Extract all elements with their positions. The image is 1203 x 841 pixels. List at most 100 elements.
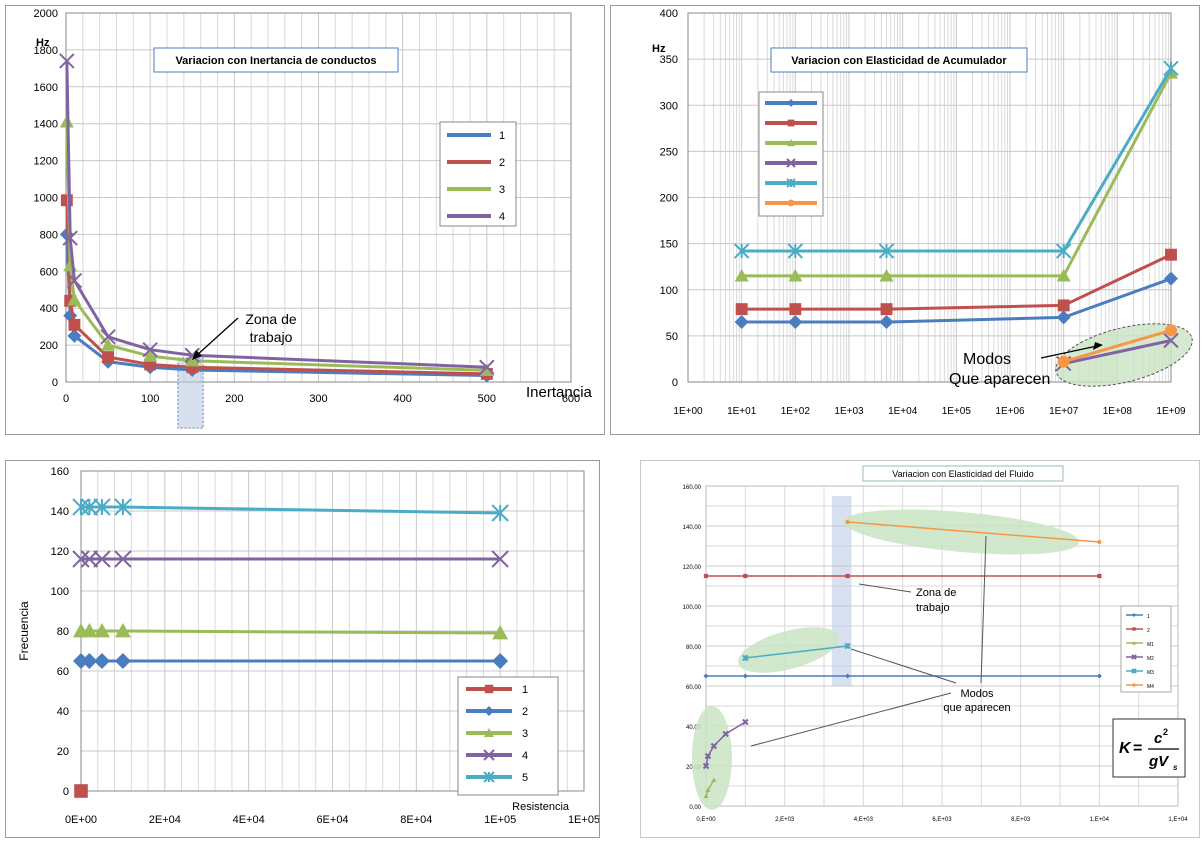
x-tick-label: 0E+00	[65, 814, 97, 826]
x-tick-label: 0,E+00	[696, 817, 716, 823]
data-point-4	[142, 342, 158, 358]
series-line	[1063, 339, 1172, 366]
annotation-text: Modos	[963, 351, 1011, 368]
data-point	[1165, 324, 1177, 337]
legend-marker	[787, 139, 795, 147]
x-tick-label: 1E+01	[727, 406, 757, 417]
modes-ellipse	[691, 706, 732, 810]
annotation-arrow	[195, 317, 239, 357]
y-tick-label: 1400	[34, 119, 58, 131]
data-point-5	[114, 498, 132, 516]
x-tick-label: 400	[393, 393, 411, 405]
modes-ellipse	[738, 627, 840, 673]
annotation-text: Modos	[960, 688, 994, 700]
data-point-4	[80, 550, 99, 568]
data-point-4	[59, 53, 75, 69]
data-point-M1	[705, 787, 711, 792]
modes-ellipse	[1055, 323, 1193, 387]
y-tick-label: 200	[40, 340, 58, 352]
chart-title: Variacion con Elasticidad del Fluido	[892, 469, 1033, 479]
y-axis-label: Hz	[652, 43, 666, 55]
data-point-1	[1096, 673, 1102, 679]
y-axis-label: Hz	[36, 37, 50, 49]
annotation-arrow	[980, 535, 987, 684]
y-tick-label: 1800	[34, 45, 58, 57]
formula-box	[1112, 718, 1186, 778]
data-point-2	[845, 573, 850, 579]
legend-label: 3	[522, 728, 528, 740]
data-point-2	[68, 318, 81, 331]
y-tick-label: 300	[660, 100, 678, 112]
annotation-arrow	[750, 692, 952, 747]
x-tick-label: 1E+07	[1049, 406, 1079, 417]
data-point-2	[81, 653, 98, 669]
data-point	[787, 243, 804, 259]
data-point-M4	[1097, 539, 1102, 545]
data-point-2	[144, 358, 157, 371]
legend-marker	[786, 178, 796, 188]
legend-marker	[1132, 683, 1136, 687]
data-point-1	[845, 673, 851, 679]
legend-label: 3	[499, 184, 505, 196]
data-point-2	[73, 653, 89, 669]
data-point	[1163, 332, 1179, 349]
series-line-5	[81, 505, 501, 515]
legend-box	[439, 121, 517, 227]
legend-label: 1	[499, 130, 505, 142]
y-tick-label: 600	[40, 266, 58, 278]
annotation-arrow	[1040, 345, 1098, 359]
legend-label: 4	[499, 211, 505, 223]
y-tick-label: 160	[51, 466, 69, 478]
data-point-2	[93, 653, 110, 669]
data-point-4	[184, 347, 200, 363]
data-point-2	[1097, 573, 1102, 579]
y-tick-label: 60	[57, 666, 69, 678]
x-tick-label: 100	[141, 393, 159, 405]
x-tick-label: 500	[478, 393, 496, 405]
legend-label: 5	[522, 772, 528, 784]
data-point-1	[74, 784, 88, 798]
x-axis-label: Resistencia	[512, 801, 570, 813]
data-point	[1163, 60, 1179, 77]
data-point	[1164, 271, 1178, 286]
x-tick-label: 6,E+03	[932, 817, 952, 823]
y-tick-label: 0	[672, 377, 678, 389]
y-tick-label: 100,00	[683, 605, 702, 611]
data-point-M3	[742, 654, 749, 662]
y-tick-label: 400	[40, 303, 58, 315]
formula-exponent: 2	[1163, 727, 1168, 737]
y-tick-label: 120,00	[683, 565, 702, 571]
x-tick-label: 1E+08	[1103, 406, 1133, 417]
y-tick-label: 160,00	[683, 485, 702, 491]
data-point-2	[743, 573, 748, 579]
data-point-4	[479, 359, 495, 375]
data-point-5	[72, 498, 90, 516]
y-tick-label: 400	[660, 8, 678, 20]
legend-marker	[484, 706, 494, 716]
plot-area	[687, 12, 1172, 383]
data-point	[734, 315, 749, 330]
data-point-M1	[711, 777, 717, 782]
legend-marker	[484, 728, 494, 737]
y-axis-label: Frecuencia	[17, 601, 31, 661]
data-point	[1057, 299, 1070, 312]
data-point-1	[703, 673, 709, 679]
formula-numerator: c	[1154, 730, 1163, 747]
data-point-1	[67, 328, 82, 343]
annotation-text: Que aparecen	[949, 371, 1050, 388]
y-tick-label: 150	[660, 239, 678, 251]
data-point-3	[492, 625, 509, 640]
series-line-M4	[847, 521, 1100, 543]
y-tick-label: 0,00	[689, 805, 701, 811]
y-tick-label: 60,00	[686, 685, 702, 691]
series-line-3	[81, 629, 501, 635]
x-tick-label: 1E+05	[568, 814, 599, 826]
legend-label: 1	[1147, 614, 1150, 620]
y-tick-label: 40,00	[686, 725, 702, 731]
data-point-4	[93, 550, 111, 568]
legend-label: 4	[522, 750, 528, 762]
y-tick-label: 80	[57, 626, 69, 638]
legend-marker	[1132, 641, 1136, 645]
data-point-4	[100, 329, 116, 345]
data-point-3	[67, 292, 82, 306]
